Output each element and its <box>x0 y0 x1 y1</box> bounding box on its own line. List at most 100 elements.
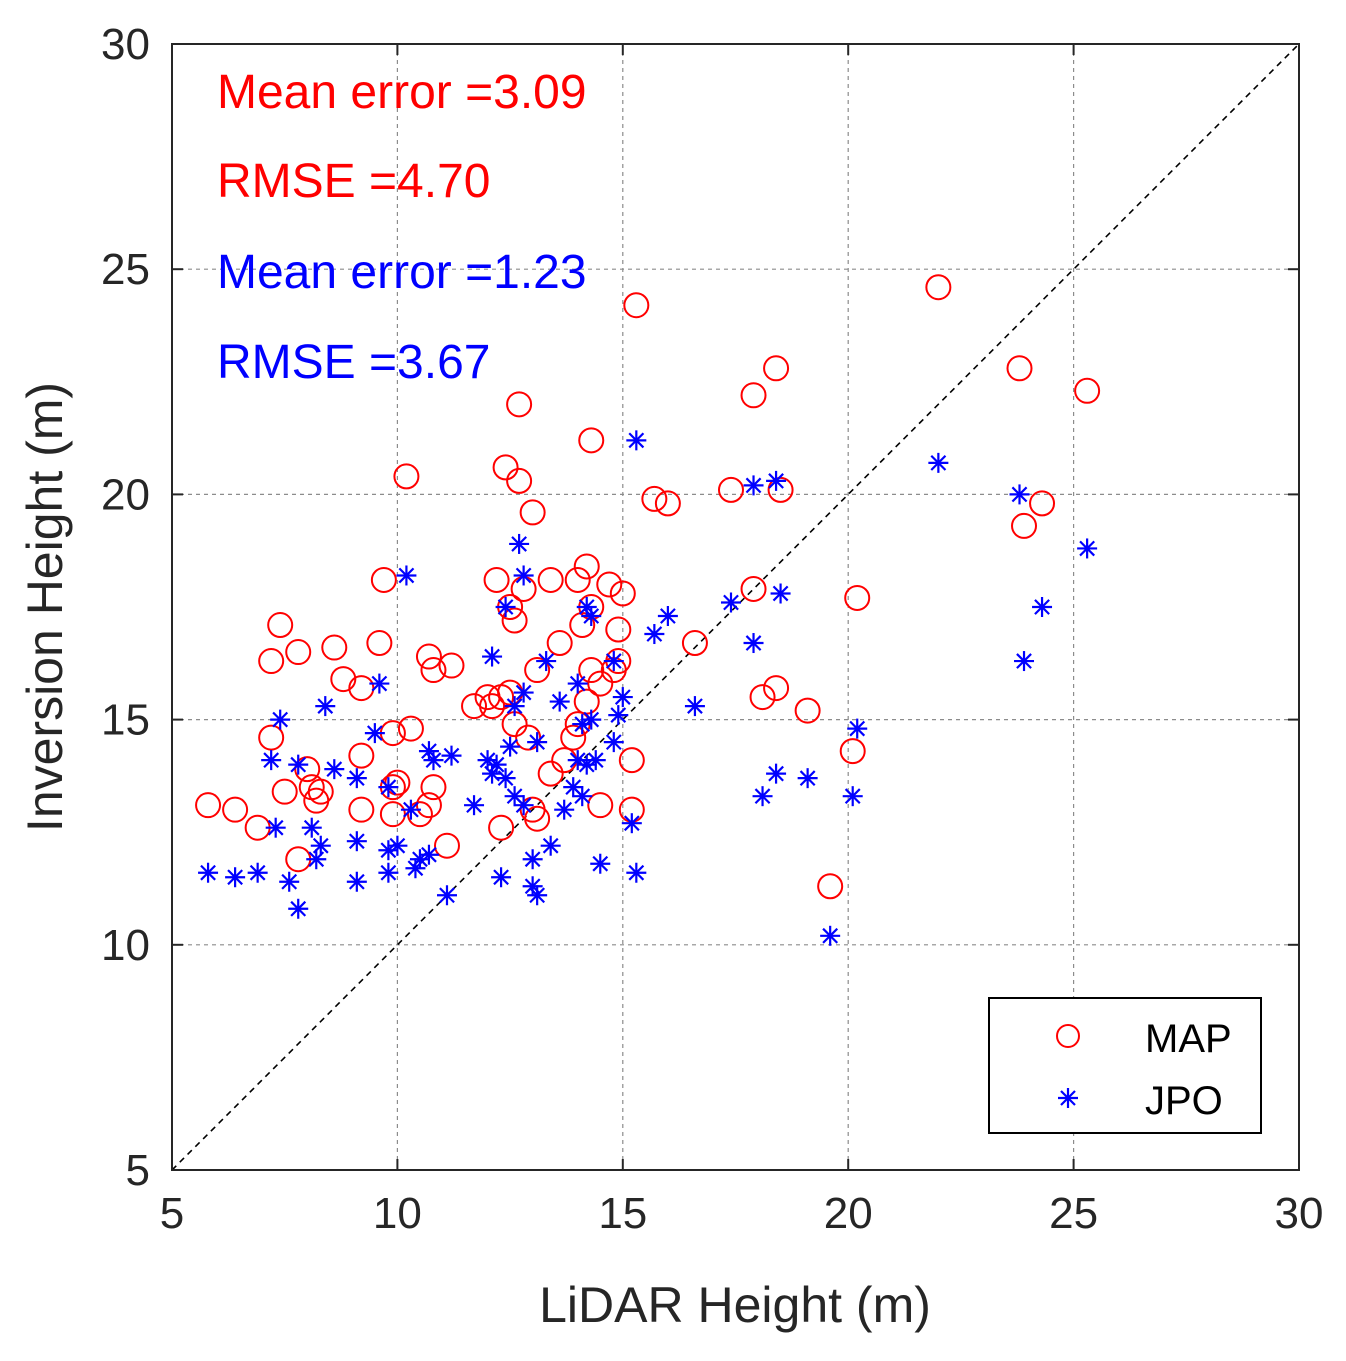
map-point <box>587 792 614 819</box>
map-point <box>740 575 767 602</box>
jpo-point <box>346 871 367 892</box>
map-point <box>420 774 447 801</box>
jpo-point <box>509 533 530 554</box>
jpo-point <box>387 835 408 856</box>
jpo-point <box>247 862 268 883</box>
map-point <box>587 670 614 697</box>
map-point <box>307 778 334 805</box>
jpo-point <box>1014 651 1035 672</box>
x-tick-label: 20 <box>824 1189 873 1238</box>
map-point <box>817 873 844 900</box>
map-point <box>267 612 294 639</box>
map-point <box>483 566 510 593</box>
jpo-point <box>743 633 764 654</box>
jpo-point <box>482 646 503 667</box>
map-point <box>794 697 821 724</box>
legend-map-marker <box>1056 1024 1080 1048</box>
jpo-point <box>504 696 525 717</box>
map-point <box>348 742 375 769</box>
map-point <box>546 630 573 657</box>
annotation-map-mean-error: Mean error =3.09 <box>217 66 587 119</box>
map-point <box>479 693 506 720</box>
jpo-point <box>644 624 665 645</box>
annotation-map-rmse: RMSE =4.70 <box>217 155 490 208</box>
jpo-point <box>491 867 512 888</box>
jpo-point <box>590 853 611 874</box>
map-point <box>195 792 222 819</box>
jpo-point <box>500 736 521 757</box>
jpo-point <box>766 763 787 784</box>
map-point <box>681 630 708 657</box>
jpo-point <box>495 768 516 789</box>
jpo-point <box>1077 538 1098 559</box>
jpo-point <box>621 813 642 834</box>
map-point <box>501 607 528 634</box>
map-point <box>1006 355 1033 382</box>
map-point <box>618 747 645 774</box>
x-tick-label: 5 <box>160 1189 184 1238</box>
jpo-point <box>527 885 548 906</box>
jpo-point <box>567 750 588 771</box>
map-point <box>749 684 776 711</box>
jpo-point <box>225 867 246 888</box>
jpo-point <box>270 709 291 730</box>
map-point <box>348 796 375 823</box>
jpo-point <box>301 817 322 838</box>
x-tick-label: 15 <box>598 1189 647 1238</box>
jpo-point <box>400 799 421 820</box>
map-point <box>330 666 357 693</box>
map-point <box>506 391 533 418</box>
map-point <box>763 675 790 702</box>
jpo-point <box>549 691 570 712</box>
map-point <box>524 657 551 684</box>
map-point <box>578 657 605 684</box>
map-point <box>654 490 681 517</box>
y-axis-title: Inversion Height (m) <box>17 382 73 832</box>
map-point <box>258 724 285 751</box>
jpo-point <box>612 687 633 708</box>
map-point <box>321 634 348 661</box>
map-point <box>1074 377 1101 404</box>
jpo-series <box>198 430 1098 946</box>
map-point <box>415 643 442 670</box>
jpo-point <box>464 795 485 816</box>
jpo-point <box>540 835 561 856</box>
map-point <box>488 814 515 841</box>
jpo-point <box>766 470 787 491</box>
map-point <box>433 832 460 859</box>
jpo-point <box>369 673 390 694</box>
jpo-point <box>527 732 548 753</box>
jpo-point <box>513 565 534 586</box>
jpo-point <box>743 475 764 496</box>
map-point <box>641 485 668 512</box>
map-point <box>605 616 632 643</box>
jpo-point <box>378 862 399 883</box>
jpo-point <box>315 696 336 717</box>
map-point <box>560 724 587 751</box>
legend-jpo-marker <box>1058 1088 1078 1108</box>
jpo-point <box>847 718 868 739</box>
map-point <box>420 657 447 684</box>
jpo-point <box>288 754 309 775</box>
jpo-point <box>603 651 624 672</box>
map-point <box>461 693 488 720</box>
jpo-point <box>554 799 575 820</box>
jpo-point <box>513 682 534 703</box>
plot-frame <box>171 43 1300 1171</box>
map-point <box>492 454 519 481</box>
jpo-point <box>608 705 629 726</box>
legend-map-label: MAP <box>1145 1017 1232 1061</box>
map-point <box>438 652 465 679</box>
jpo-point <box>513 795 534 816</box>
jpo-point <box>752 786 773 807</box>
map-point <box>285 639 312 666</box>
jpo-point <box>581 606 602 627</box>
x-tick-label: 10 <box>373 1189 422 1238</box>
map-point <box>1029 490 1056 517</box>
jpo-point <box>418 844 439 865</box>
y-tick-label: 15 <box>101 696 150 745</box>
jpo-point <box>1009 484 1030 505</box>
map-point <box>740 382 767 409</box>
jpo-point <box>567 673 588 694</box>
